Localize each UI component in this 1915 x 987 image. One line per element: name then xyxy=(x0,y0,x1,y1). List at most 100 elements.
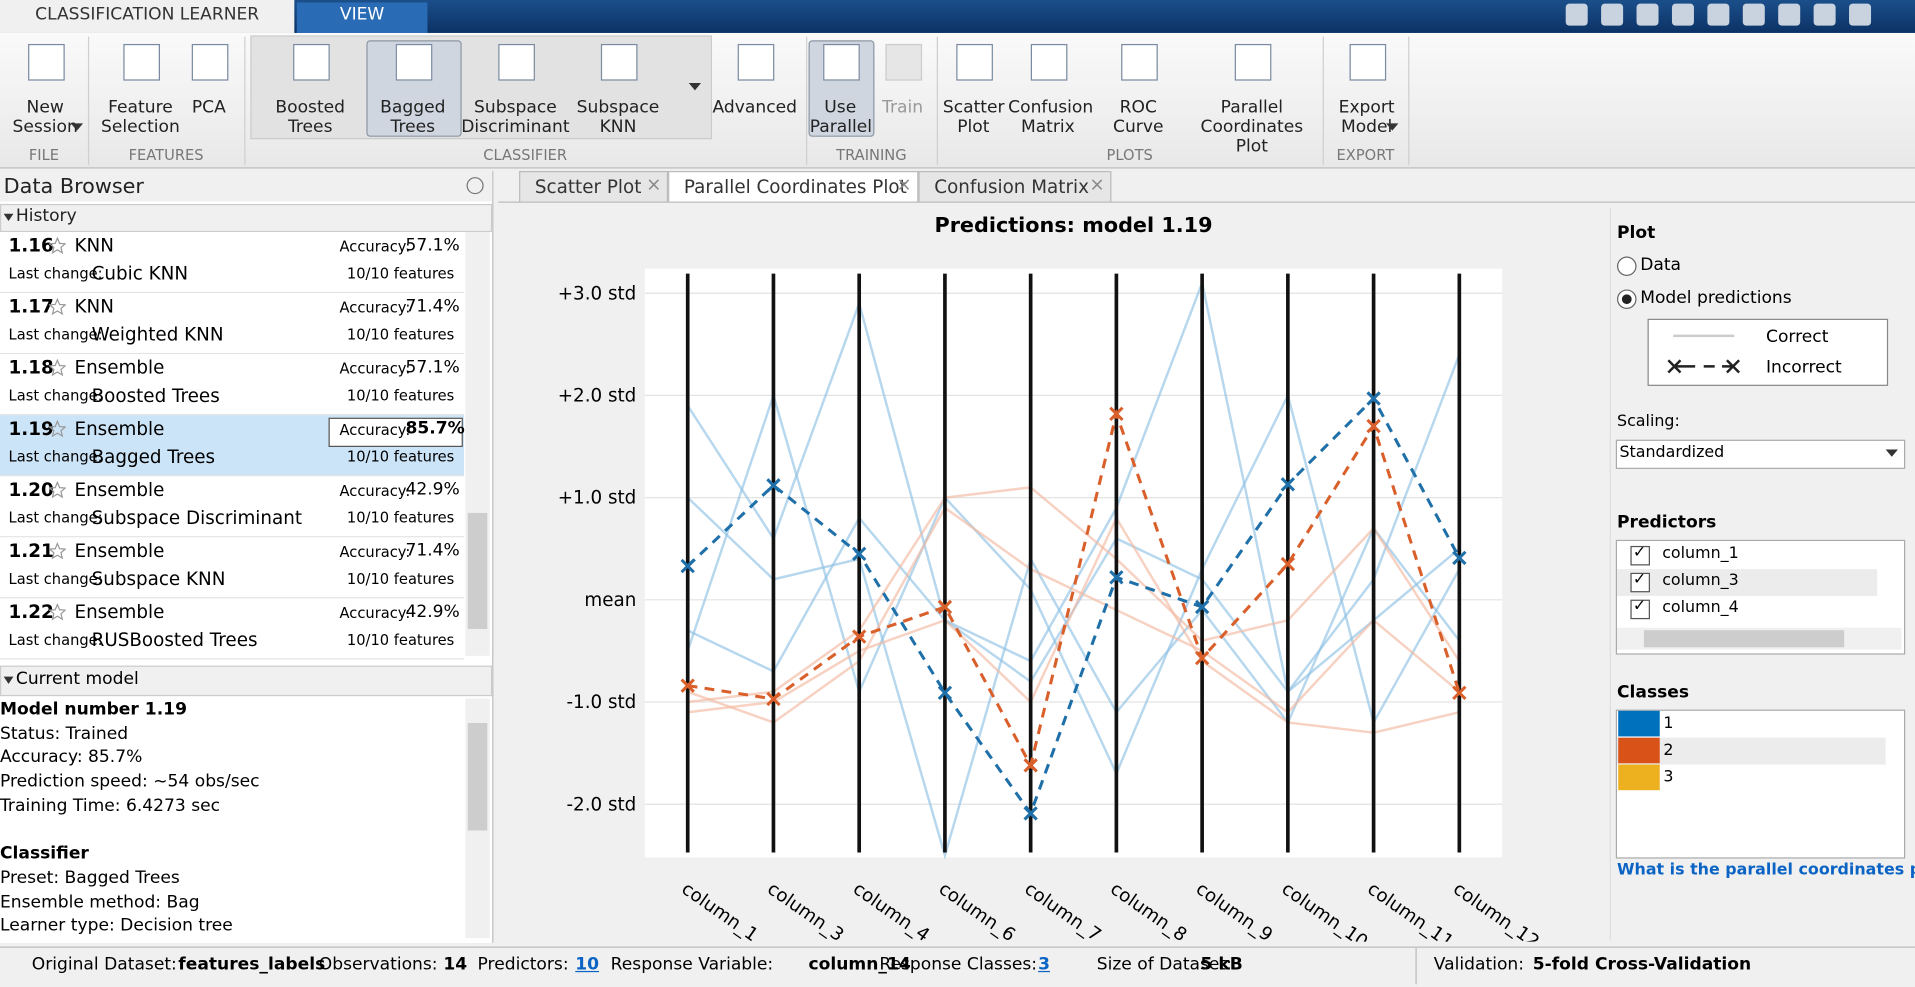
dropdown-arrow xyxy=(1386,123,1399,131)
button-icon xyxy=(600,43,638,81)
model-id[interactable]: 1.21 xyxy=(8,539,54,562)
status-label: Validation: xyxy=(1433,955,1525,975)
field-label: Scaling: xyxy=(1617,412,1680,432)
predictor-name[interactable]: column_1 xyxy=(1662,544,1739,564)
radio-button xyxy=(1617,256,1637,277)
quick-access-icon xyxy=(1778,3,1801,26)
incorrect-marker xyxy=(1194,599,1210,615)
model-id[interactable]: 1.19 xyxy=(8,417,54,440)
incorrect-marker xyxy=(1109,570,1124,585)
favorite-star[interactable] xyxy=(48,297,66,316)
document-tab-label[interactable]: Parallel Coordinates Plot xyxy=(683,175,907,198)
predictor-name[interactable]: column_4 xyxy=(1662,598,1739,617)
document-tab-label[interactable]: Scatter Plot xyxy=(534,175,642,198)
favorite-star[interactable] xyxy=(48,420,66,438)
status-value[interactable]: 10 xyxy=(575,955,600,975)
dropdown-arrow xyxy=(688,83,702,91)
status-label: Size of Dataset: xyxy=(1096,955,1232,975)
legend-incorrect-symbol xyxy=(1667,359,1740,374)
toolbar-button[interactable]: New Session xyxy=(12,97,78,137)
button-icon xyxy=(1030,43,1068,81)
accuracy-box xyxy=(328,417,463,447)
app-tab-label[interactable]: VIEW xyxy=(339,4,385,25)
predictor-name[interactable]: column_3 xyxy=(1662,571,1739,590)
row-highlight xyxy=(1617,569,1878,596)
favorite-star[interactable] xyxy=(48,236,66,255)
model-id[interactable]: 1.22 xyxy=(8,600,54,623)
app-tab-label[interactable]: CLASSIFICATION LEARNER xyxy=(35,4,260,25)
model-type: Ensemble xyxy=(74,539,165,562)
class-name[interactable]: 1 xyxy=(1663,714,1674,733)
collapse-arrow xyxy=(3,213,14,222)
incorrect-marker xyxy=(937,685,953,700)
last-change-value: Boosted Trees xyxy=(91,384,220,407)
incorrect-marker xyxy=(1194,650,1210,666)
model-id[interactable]: 1.20 xyxy=(8,478,54,501)
close-tab-icon[interactable]: × xyxy=(896,173,912,196)
section-divider xyxy=(806,36,808,165)
dropdown xyxy=(1615,439,1906,469)
row-highlight xyxy=(1617,737,1886,765)
section-divider xyxy=(87,36,90,165)
status-label: Response Variable: xyxy=(610,955,774,975)
feature-count: 10/10 features xyxy=(346,265,455,283)
toolbar-button[interactable]: Boosted Trees xyxy=(275,97,346,137)
radio-label[interactable]: Data xyxy=(1640,255,1682,275)
toolbar-button[interactable]: Train xyxy=(882,97,924,118)
correct-line xyxy=(687,515,1460,734)
quick-access-icon xyxy=(1707,3,1730,26)
favorite-star[interactable] xyxy=(48,481,66,499)
toolbar-button[interactable]: Scatter Plot xyxy=(942,97,1005,137)
correct-line xyxy=(686,496,1461,860)
radio-label[interactable]: Model predictions xyxy=(1640,288,1792,308)
accuracy-label: Accuracy: xyxy=(339,360,411,378)
toolbar-button[interactable]: Subspace Discriminant xyxy=(461,97,570,137)
toolbar-button[interactable]: Parallel Coordinates Plot xyxy=(1200,97,1304,157)
model-detail: Accuracy: 85.7% xyxy=(0,747,143,768)
incorrect-line xyxy=(686,395,1461,817)
y-tick-label: -2.0 std xyxy=(566,794,636,815)
toolbar-button[interactable]: Confusion Matrix xyxy=(1008,97,1094,137)
accuracy-label: Accuracy: xyxy=(339,238,411,256)
toolbar-button[interactable]: Use Parallel xyxy=(809,97,873,137)
status-label: Observations: xyxy=(318,955,438,975)
quick-access-icon xyxy=(1742,3,1765,26)
section-title[interactable]: History xyxy=(15,206,77,226)
model-id[interactable]: 1.18 xyxy=(8,356,54,379)
dropdown-value[interactable]: Standardized xyxy=(1619,443,1725,462)
toolbar-button[interactable]: Export Model xyxy=(1338,97,1395,137)
status-value[interactable]: 3 xyxy=(1038,955,1051,975)
class-list xyxy=(1615,709,1906,859)
history-item xyxy=(0,354,465,416)
class-name[interactable]: 3 xyxy=(1663,768,1674,787)
collapse-arrow xyxy=(3,676,14,684)
incorrect-marker xyxy=(851,546,867,562)
help-link[interactable]: What is the parallel coordinates plot? xyxy=(1617,861,1915,880)
toolbar-button[interactable]: Bagged Trees xyxy=(380,97,446,137)
status-label: Predictors: xyxy=(477,955,569,975)
favorite-star[interactable] xyxy=(48,603,66,621)
toolbar-button[interactable]: Subspace KNN xyxy=(576,97,660,137)
scrollbar-thumb xyxy=(467,723,488,831)
model-type: KNN xyxy=(74,295,114,318)
panel-menu xyxy=(466,177,484,195)
section-title[interactable]: Current model xyxy=(15,669,139,689)
close-tab-icon[interactable]: × xyxy=(1089,173,1105,196)
toolbar-button[interactable]: PCA xyxy=(191,97,226,118)
section-label: FILE xyxy=(28,146,60,164)
favorite-star[interactable] xyxy=(48,359,66,377)
model-id[interactable]: 1.16 xyxy=(8,234,54,257)
toolbar-button[interactable]: Advanced xyxy=(712,97,797,118)
button-icon xyxy=(191,43,229,81)
document-tab-label[interactable]: Confusion Matrix xyxy=(934,175,1089,198)
checkmark: ✓ xyxy=(1632,543,1647,562)
close-tab-icon[interactable]: × xyxy=(646,173,662,196)
button-icon xyxy=(293,43,330,81)
toolbar-button[interactable]: Feature Selection xyxy=(101,97,180,137)
class-name[interactable]: 2 xyxy=(1663,741,1674,760)
status-value: column_14 xyxy=(808,955,911,975)
favorite-star[interactable] xyxy=(48,542,66,560)
button-icon xyxy=(1121,43,1158,81)
model-id[interactable]: 1.17 xyxy=(8,295,54,318)
toolbar-button[interactable]: ROC Curve xyxy=(1113,97,1164,137)
